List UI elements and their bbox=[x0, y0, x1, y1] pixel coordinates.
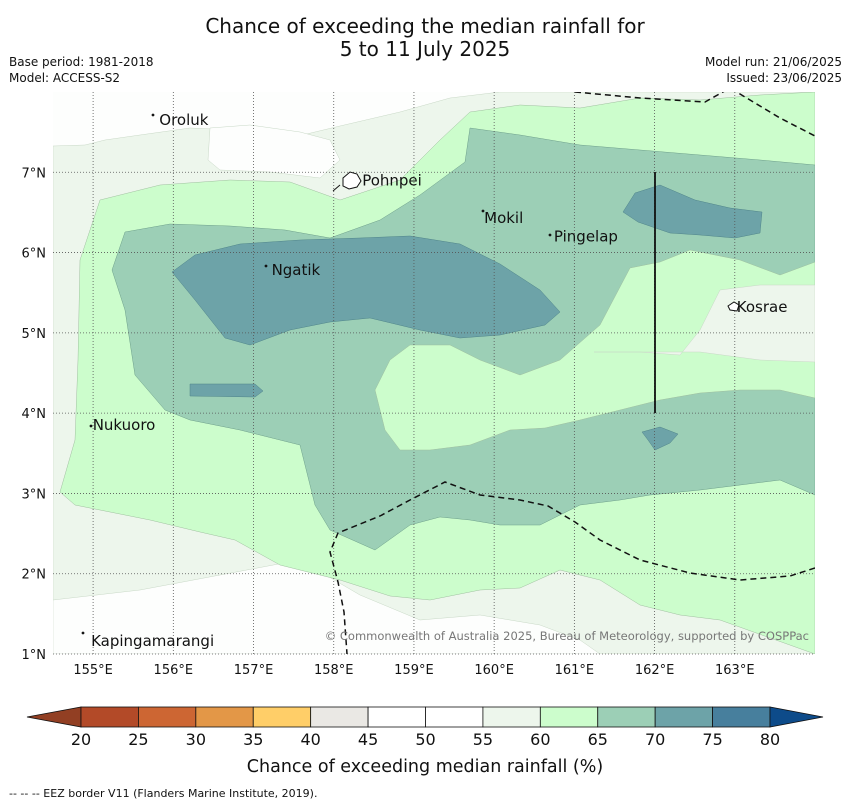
colorbar-segment bbox=[367, 706, 426, 728]
colorbar bbox=[26, 706, 824, 728]
lat-tick-label: 2°N bbox=[22, 568, 47, 583]
longitude-labels: 155°E 156°E 157°E 158°E 159°E 160°E 161°E 162°E… bbox=[73, 663, 754, 678]
lon-tick-label: 163°E bbox=[715, 663, 755, 678]
eez-note: -- -- -- EEZ border V11 (Flanders Marine… bbox=[9, 787, 317, 800]
colorbar-segment bbox=[252, 706, 312, 728]
contour-70-75-small-west bbox=[189, 383, 264, 398]
lon-tick-label: 162°E bbox=[635, 663, 675, 678]
colorbar-segment bbox=[80, 706, 139, 728]
lon-tick-label: 157°E bbox=[234, 663, 274, 678]
colorbar-segment bbox=[654, 706, 713, 728]
colorbar-tick-label: 25 bbox=[128, 730, 148, 749]
lon-tick-label: 155°E bbox=[73, 663, 113, 678]
colorbar-over-arrow bbox=[769, 706, 824, 728]
colorbar-segment bbox=[712, 706, 771, 728]
kapinga-atoll bbox=[81, 631, 85, 635]
gridlines bbox=[53, 92, 815, 655]
contour-65-70 bbox=[111, 127, 815, 551]
colorbar-tick-label: 60 bbox=[530, 730, 550, 749]
mokil-atoll bbox=[481, 209, 485, 213]
place-label: Oroluk bbox=[159, 111, 208, 129]
colorbar-tick-label: 75 bbox=[702, 730, 722, 749]
colorbar-segment bbox=[482, 706, 541, 728]
contour-56-kosrae-white bbox=[594, 284, 815, 363]
lon-tick-label: 161°E bbox=[555, 663, 595, 678]
contour-fills bbox=[53, 92, 815, 654]
lat-tick-label: 5°N bbox=[22, 327, 47, 342]
place-labels: Oroluk Pohnpei Mokil Pingelap Ngatik Kosrae Nu… bbox=[91, 111, 787, 650]
colorbar-tick-label: 50 bbox=[415, 730, 435, 749]
title-line-2: 5 to 11 July 2025 bbox=[339, 37, 511, 61]
colorbar-tick-label: 70 bbox=[645, 730, 665, 749]
colorbar-tick-label: 35 bbox=[243, 730, 263, 749]
place-label: Ngatik bbox=[272, 261, 321, 279]
lat-tick-label: 6°N bbox=[22, 247, 47, 262]
colorbar-tick-label: 20 bbox=[71, 730, 91, 749]
colorbar-segment bbox=[195, 706, 254, 728]
pohnpei-island-outline bbox=[342, 171, 362, 190]
islands bbox=[81, 113, 740, 635]
colorbar-tick-label: 80 bbox=[760, 730, 780, 749]
lon-tick-label: 158°E bbox=[314, 663, 354, 678]
colorbar-segment bbox=[310, 706, 369, 728]
title-line-1: Chance of exceeding the median rainfall … bbox=[205, 14, 645, 38]
lat-tick-label: 7°N bbox=[22, 166, 47, 181]
contour-56-white-top bbox=[207, 124, 341, 179]
colorbar-tick-label: 65 bbox=[588, 730, 608, 749]
lat-tick-label: 4°N bbox=[22, 407, 47, 422]
pingelap-atoll bbox=[548, 233, 552, 237]
contour-70-75-ngatik bbox=[171, 235, 561, 346]
eez-borders bbox=[329, 92, 815, 654]
colorbar-tick-label: 40 bbox=[300, 730, 320, 749]
nukuoro-atoll bbox=[89, 424, 93, 428]
contour-56-white-gap bbox=[53, 559, 601, 654]
colorbar-segment bbox=[138, 706, 197, 728]
lon-tick-label: 159°E bbox=[394, 663, 434, 678]
colorbar-tick-labels: 20 25 30 35 40 45 50 55 60 65 70 75 80 bbox=[71, 730, 780, 749]
kosrae-island-outline bbox=[727, 301, 740, 312]
contour-60-65-inner bbox=[374, 249, 815, 451]
eez-border-south bbox=[329, 481, 815, 654]
colorbar-under-arrow bbox=[26, 706, 82, 728]
eez-border-top-right bbox=[574, 92, 815, 137]
base-period-label: Base period: 1981-2018 bbox=[9, 55, 154, 69]
colorbar-segment bbox=[425, 706, 484, 728]
place-label: Nukuoro bbox=[93, 416, 156, 434]
ngatik-atoll bbox=[264, 264, 268, 268]
model-label: Model: ACCESS-S2 bbox=[9, 71, 121, 85]
eez-border-pohnpei bbox=[332, 184, 341, 192]
colorbar-segment bbox=[597, 706, 656, 728]
place-label: Pohnpei bbox=[362, 171, 422, 189]
colorbar-tick-label: 45 bbox=[358, 730, 378, 749]
place-label: Pingelap bbox=[554, 228, 618, 246]
latitude-labels: 1°N 2°N 3°N 4°N 5°N 6°N 7°N bbox=[22, 166, 47, 663]
place-label: Mokil bbox=[484, 209, 523, 227]
lat-tick-label: 1°N bbox=[22, 648, 47, 663]
oroluk-atoll bbox=[151, 113, 155, 117]
issued-label: Issued: 23/06/2025 bbox=[726, 71, 842, 85]
model-run-label: Model run: 21/06/2025 bbox=[704, 55, 842, 69]
colorbar-tick-label: 55 bbox=[473, 730, 493, 749]
lon-tick-label: 160°E bbox=[474, 663, 514, 678]
place-label: Kapingamarangi bbox=[91, 632, 214, 650]
copyright-note: © Commonwealth of Australia 2025, Bureau… bbox=[325, 629, 809, 643]
place-label: Kosrae bbox=[737, 298, 788, 316]
lat-tick-label: 3°N bbox=[22, 487, 47, 502]
lon-tick-label: 156°E bbox=[154, 663, 194, 678]
colorbar-segment bbox=[539, 706, 599, 728]
colorbar-tick-label: 30 bbox=[186, 730, 206, 749]
colorbar-label: Chance of exceeding median rainfall (%) bbox=[247, 757, 603, 777]
contour-70-75-small-east bbox=[641, 426, 679, 451]
